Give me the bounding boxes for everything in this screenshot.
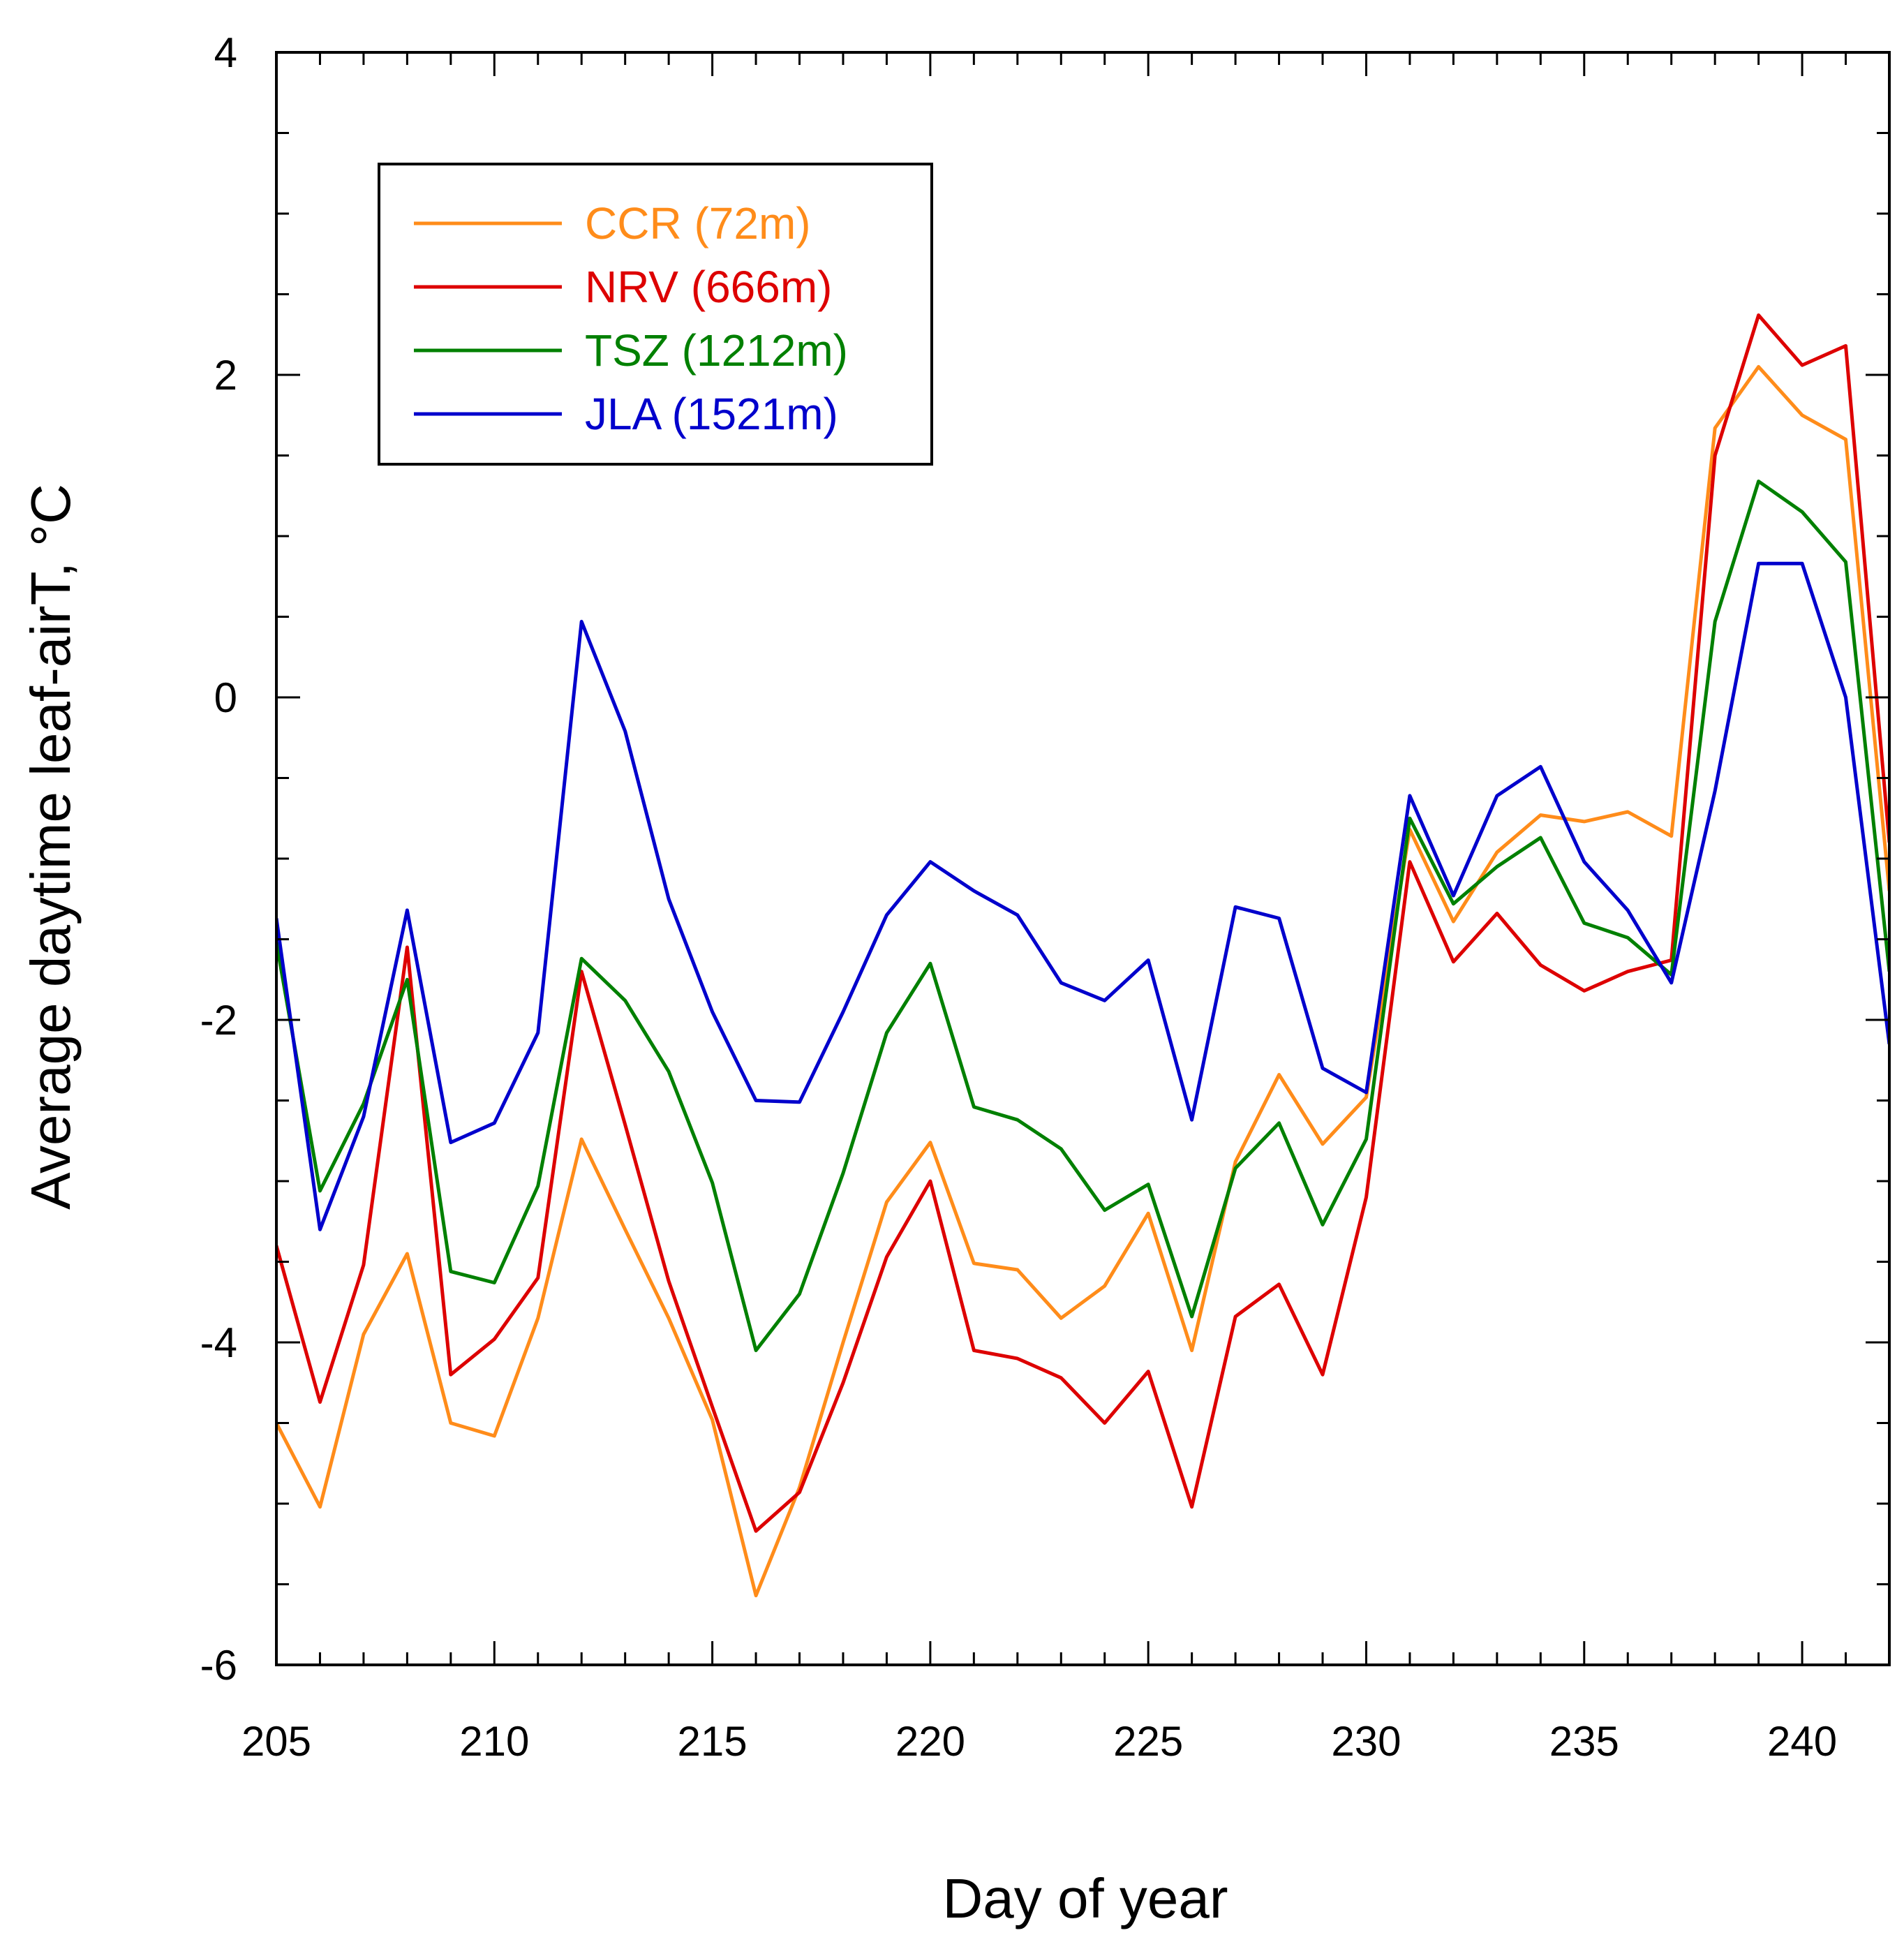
legend: CCR (72m) NRV (666m) TSZ (1212m) JLA (1521m… — [378, 163, 933, 466]
y-tick-label: 4 — [214, 29, 237, 76]
x-tick-label: 235 — [1549, 1718, 1619, 1765]
x-tick-label: 215 — [678, 1718, 748, 1765]
series-line — [276, 313, 1889, 1533]
x-tick-label: 240 — [1767, 1718, 1837, 1765]
y-tick-label: -4 — [200, 1319, 237, 1366]
series-line — [276, 480, 1889, 1352]
y-tick-label: 2 — [214, 352, 237, 399]
x-tick-label: 230 — [1331, 1718, 1401, 1765]
series-layer — [276, 313, 1889, 1598]
x-tick-label: 205 — [241, 1718, 311, 1765]
tick-labels-layer: 205 210 215 220 225 230 235 240 -6 -4 -2 0 2 4 — [200, 29, 1837, 1765]
legend-label: TSZ (1212m) — [585, 325, 848, 376]
legend-items: CCR (72m) NRV (666m) TSZ (1212m) JLA (1521m… — [414, 198, 848, 439]
series-line — [276, 364, 1889, 1598]
y-tick-label: -2 — [200, 997, 237, 1044]
legend-label: NRV (666m) — [585, 262, 832, 312]
legend-label: CCR (72m) — [585, 198, 811, 249]
y-tick-label: -6 — [200, 1642, 237, 1689]
ticks-layer — [275, 51, 1891, 1666]
x-tick-label: 225 — [1113, 1718, 1183, 1765]
legend-label: JLA (1521m) — [585, 389, 838, 439]
y-axis-title: Average daytime leaf-airT, °C — [20, 484, 82, 1210]
x-axis-title: Day of year — [942, 1867, 1228, 1929]
x-tick-label: 210 — [459, 1718, 529, 1765]
x-tick-label: 220 — [895, 1718, 965, 1765]
series-line — [276, 561, 1889, 1231]
y-tick-label: 0 — [214, 674, 237, 721]
